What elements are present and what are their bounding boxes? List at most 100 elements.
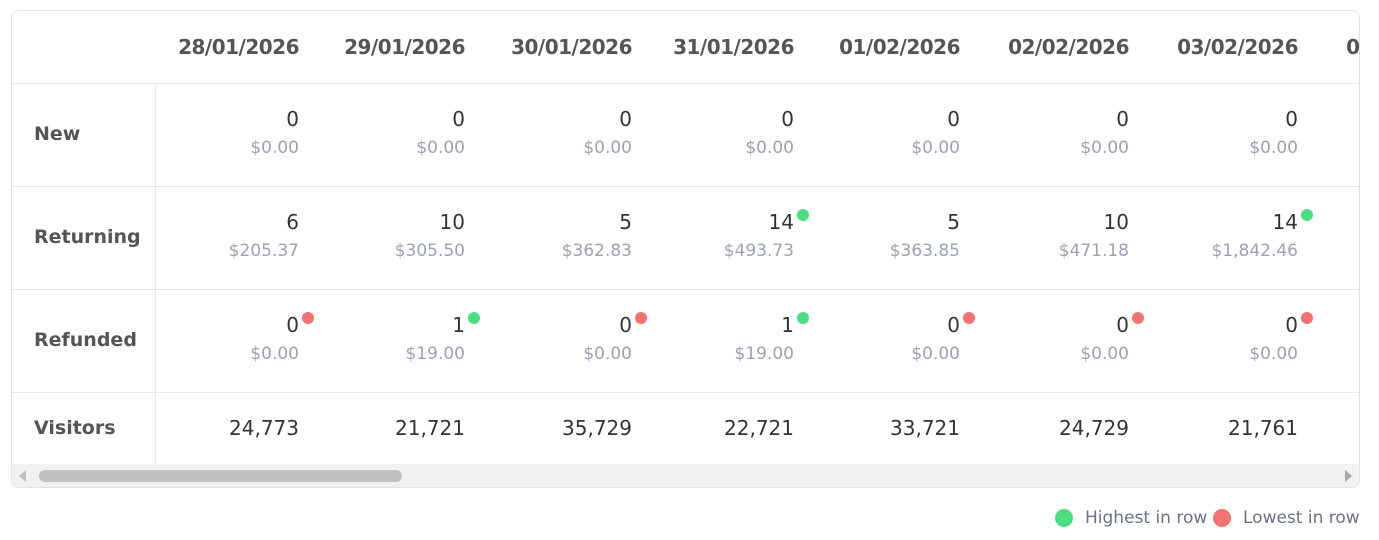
column-header: 01/02/2026 bbox=[839, 35, 960, 59]
scrollbar[interactable] bbox=[12, 464, 1359, 487]
cell: 0 $0.00 bbox=[1141, 105, 1298, 160]
scroll-left[interactable] bbox=[18, 470, 28, 482]
count: 24,729 bbox=[1059, 416, 1129, 440]
amount: $0.00 bbox=[250, 344, 299, 364]
count: 0 bbox=[947, 107, 960, 131]
cell: 0 $0.00 bbox=[155, 105, 299, 160]
column-header: 28/01/2026 bbox=[178, 35, 299, 59]
cell: 0 $0.00 bbox=[644, 105, 794, 160]
amount: $19.00 bbox=[734, 344, 794, 364]
count-line: 0 bbox=[477, 311, 647, 339]
cell: 0 $0.00 bbox=[806, 311, 975, 366]
legend-high-dot bbox=[1055, 509, 1073, 527]
cell: 0 $0.00 bbox=[477, 311, 647, 366]
count: 0 bbox=[1116, 107, 1129, 131]
column-header: 30/01/2026 bbox=[511, 35, 632, 59]
amount: $0.00 bbox=[911, 344, 960, 364]
scroll-thumb[interactable] bbox=[39, 470, 402, 482]
marker-low bbox=[635, 312, 647, 324]
cell: 5 $363.85 bbox=[806, 208, 960, 263]
cell: 0 $0.00 bbox=[1141, 311, 1313, 366]
count: 10 bbox=[1103, 210, 1129, 234]
count-line: 0 bbox=[806, 105, 960, 133]
count: 5 bbox=[619, 210, 632, 234]
cell: 0 $0.00 bbox=[311, 105, 465, 160]
column-header: 04/02/2026 bbox=[1346, 35, 1360, 59]
count: 1 bbox=[781, 312, 809, 337]
cell: 14 $493.73 bbox=[644, 208, 809, 263]
marker-high bbox=[468, 312, 480, 324]
amount: $362.83 bbox=[561, 241, 632, 261]
cell: 6 $205.37 bbox=[155, 208, 299, 263]
count-line: 33,721 bbox=[806, 414, 960, 442]
column-header: 02/02/2026 bbox=[1008, 35, 1129, 59]
amount: $205.37 bbox=[228, 241, 299, 261]
count: 0 bbox=[452, 107, 465, 131]
cell: 5 $362.83 bbox=[477, 208, 632, 263]
count-line: 5 bbox=[477, 208, 632, 236]
amount: $0.00 bbox=[1249, 344, 1298, 364]
marker-low bbox=[1301, 312, 1313, 324]
count: 0 bbox=[286, 312, 314, 337]
amount: $0.00 bbox=[911, 138, 960, 158]
count: 22,721 bbox=[724, 416, 794, 440]
count-line: 0 bbox=[644, 105, 794, 133]
row-label: Visitors bbox=[34, 417, 116, 439]
amount: $19.00 bbox=[405, 344, 465, 364]
amount: $471.18 bbox=[1058, 241, 1129, 261]
cell: 21,761 bbox=[1141, 414, 1298, 442]
legend-high: Highest in row bbox=[1085, 508, 1208, 528]
count-line: 14 bbox=[644, 208, 809, 236]
count-line: 24,729 bbox=[972, 414, 1129, 442]
amount: $305.50 bbox=[394, 241, 465, 261]
marker-high bbox=[1301, 209, 1313, 221]
column-header: 31/01/2026 bbox=[673, 35, 794, 59]
marker-high bbox=[797, 312, 809, 324]
count: 6 bbox=[286, 210, 299, 234]
row-divider bbox=[12, 392, 1359, 393]
row-divider bbox=[12, 83, 1359, 84]
row-label: New bbox=[34, 123, 81, 145]
count: 10 bbox=[439, 210, 465, 234]
count-line: 0 bbox=[1141, 105, 1298, 133]
count: 1 bbox=[452, 312, 480, 337]
count-line: 22,721 bbox=[644, 414, 794, 442]
count-line: 6 bbox=[155, 208, 299, 236]
amount: $0.00 bbox=[583, 138, 632, 158]
amount: $0.00 bbox=[1080, 344, 1129, 364]
count: 14 bbox=[769, 209, 809, 234]
count-line: 0 bbox=[972, 105, 1129, 133]
scroll-right[interactable] bbox=[1343, 470, 1353, 482]
count: 0 bbox=[619, 107, 632, 131]
cell: 14 $1,842.46 bbox=[1141, 208, 1313, 263]
cell: 10 $305.50 bbox=[311, 208, 465, 263]
amount: $0.00 bbox=[416, 138, 465, 158]
amount: $1,842.46 bbox=[1211, 241, 1298, 261]
count-line: 10 bbox=[972, 208, 1129, 236]
count: 0 bbox=[619, 312, 647, 337]
count: 5 bbox=[947, 210, 960, 234]
row-label: Returning bbox=[34, 226, 141, 248]
cell: 35,729 bbox=[477, 414, 632, 442]
cell: 33,721 bbox=[806, 414, 960, 442]
cell: 0 $0.00 bbox=[972, 105, 1129, 160]
marker-low bbox=[963, 312, 975, 324]
column-header: 03/02/2026 bbox=[1177, 35, 1298, 59]
column-header: 29/01/2026 bbox=[344, 35, 465, 59]
amount: $493.73 bbox=[723, 241, 794, 261]
count-line: 14 bbox=[1141, 208, 1313, 236]
cell: 1 $19.00 bbox=[644, 311, 809, 366]
count-line: 0 bbox=[155, 311, 314, 339]
count-line: 21,761 bbox=[1141, 414, 1298, 442]
count: 0 bbox=[1285, 107, 1298, 131]
cell: 10 $471.18 bbox=[972, 208, 1129, 263]
cell: 1 $19.00 bbox=[311, 311, 480, 366]
cell: 0 $0.00 bbox=[972, 311, 1144, 366]
marker-low bbox=[1132, 312, 1144, 324]
count: 0 bbox=[1116, 312, 1144, 337]
row-divider bbox=[12, 186, 1359, 187]
count: 21,761 bbox=[1228, 416, 1298, 440]
cell: 0 $0.00 bbox=[806, 105, 960, 160]
count-line: 5 bbox=[806, 208, 960, 236]
